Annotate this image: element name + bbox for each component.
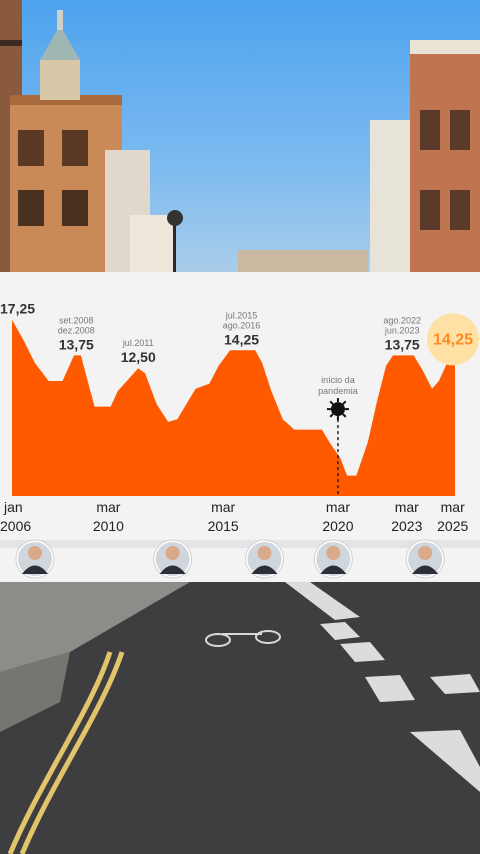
interest-rate-chart: início da pandemia 17,25 13,75 set.2008 dez… [0,272,480,582]
pandemic-label-line-2: pandemia [318,386,358,396]
street-buildings-illustration [0,0,480,272]
president-photo-temer [244,539,284,579]
rate-area [12,319,455,496]
date-label: jul.2015 [225,310,258,320]
date-label: ago.2016 [223,320,261,330]
chart-svg: início da pandemia 17,25 13,75 set.2008dez… [0,301,480,579]
x-tick-month: jan [3,499,23,515]
x-tick-month: mar [441,499,465,515]
president-strip [0,539,480,579]
value-label: 17,25 [0,301,35,317]
date-label: set.2008 [59,315,94,325]
x-tick-year: 2006 [0,518,31,534]
x-axis: jan 2006 mar 2010 mar 2015 mar 2020 mar 2023 mar 20… [0,499,468,534]
x-tick-month: mar [96,499,120,515]
date-label: ago.2022 [383,315,421,325]
value-label: 13,75 [59,336,94,352]
highlight-badge [427,313,479,366]
date-label: jul.2011 [122,338,154,348]
virus-icon [326,398,349,421]
president-photo-lula [405,539,445,579]
x-tick-year: 2025 [437,518,468,534]
x-tick-month: mar [326,499,350,515]
x-tick-year: 2010 [93,518,124,534]
value-label: 14,25 [224,331,259,347]
date-label: dez.2008 [58,325,95,335]
annotation-0: 17,25 [0,301,35,317]
pandemic-event: início da pandemia [318,375,358,496]
date-label: jun.2023 [384,325,420,335]
value-label: 12,50 [121,349,156,365]
road-illustration [0,582,480,854]
value-label: 13,75 [385,336,420,352]
highlight-value: 14,25 [433,331,473,348]
president-photo-bolsonaro [313,539,353,579]
x-tick-year: 2023 [391,518,422,534]
pandemic-label-line-1: início da [321,375,355,385]
annotation-5: 14,25 [427,313,479,366]
x-tick-year: 2020 [322,518,353,534]
background-photo-top [0,0,480,272]
president-photo-dilma [153,539,193,579]
president-photo-lula [15,539,55,579]
background-photo-bottom [0,582,480,854]
x-tick-month: mar [211,499,235,515]
x-tick-year: 2015 [208,518,239,534]
x-tick-month: mar [395,499,419,515]
